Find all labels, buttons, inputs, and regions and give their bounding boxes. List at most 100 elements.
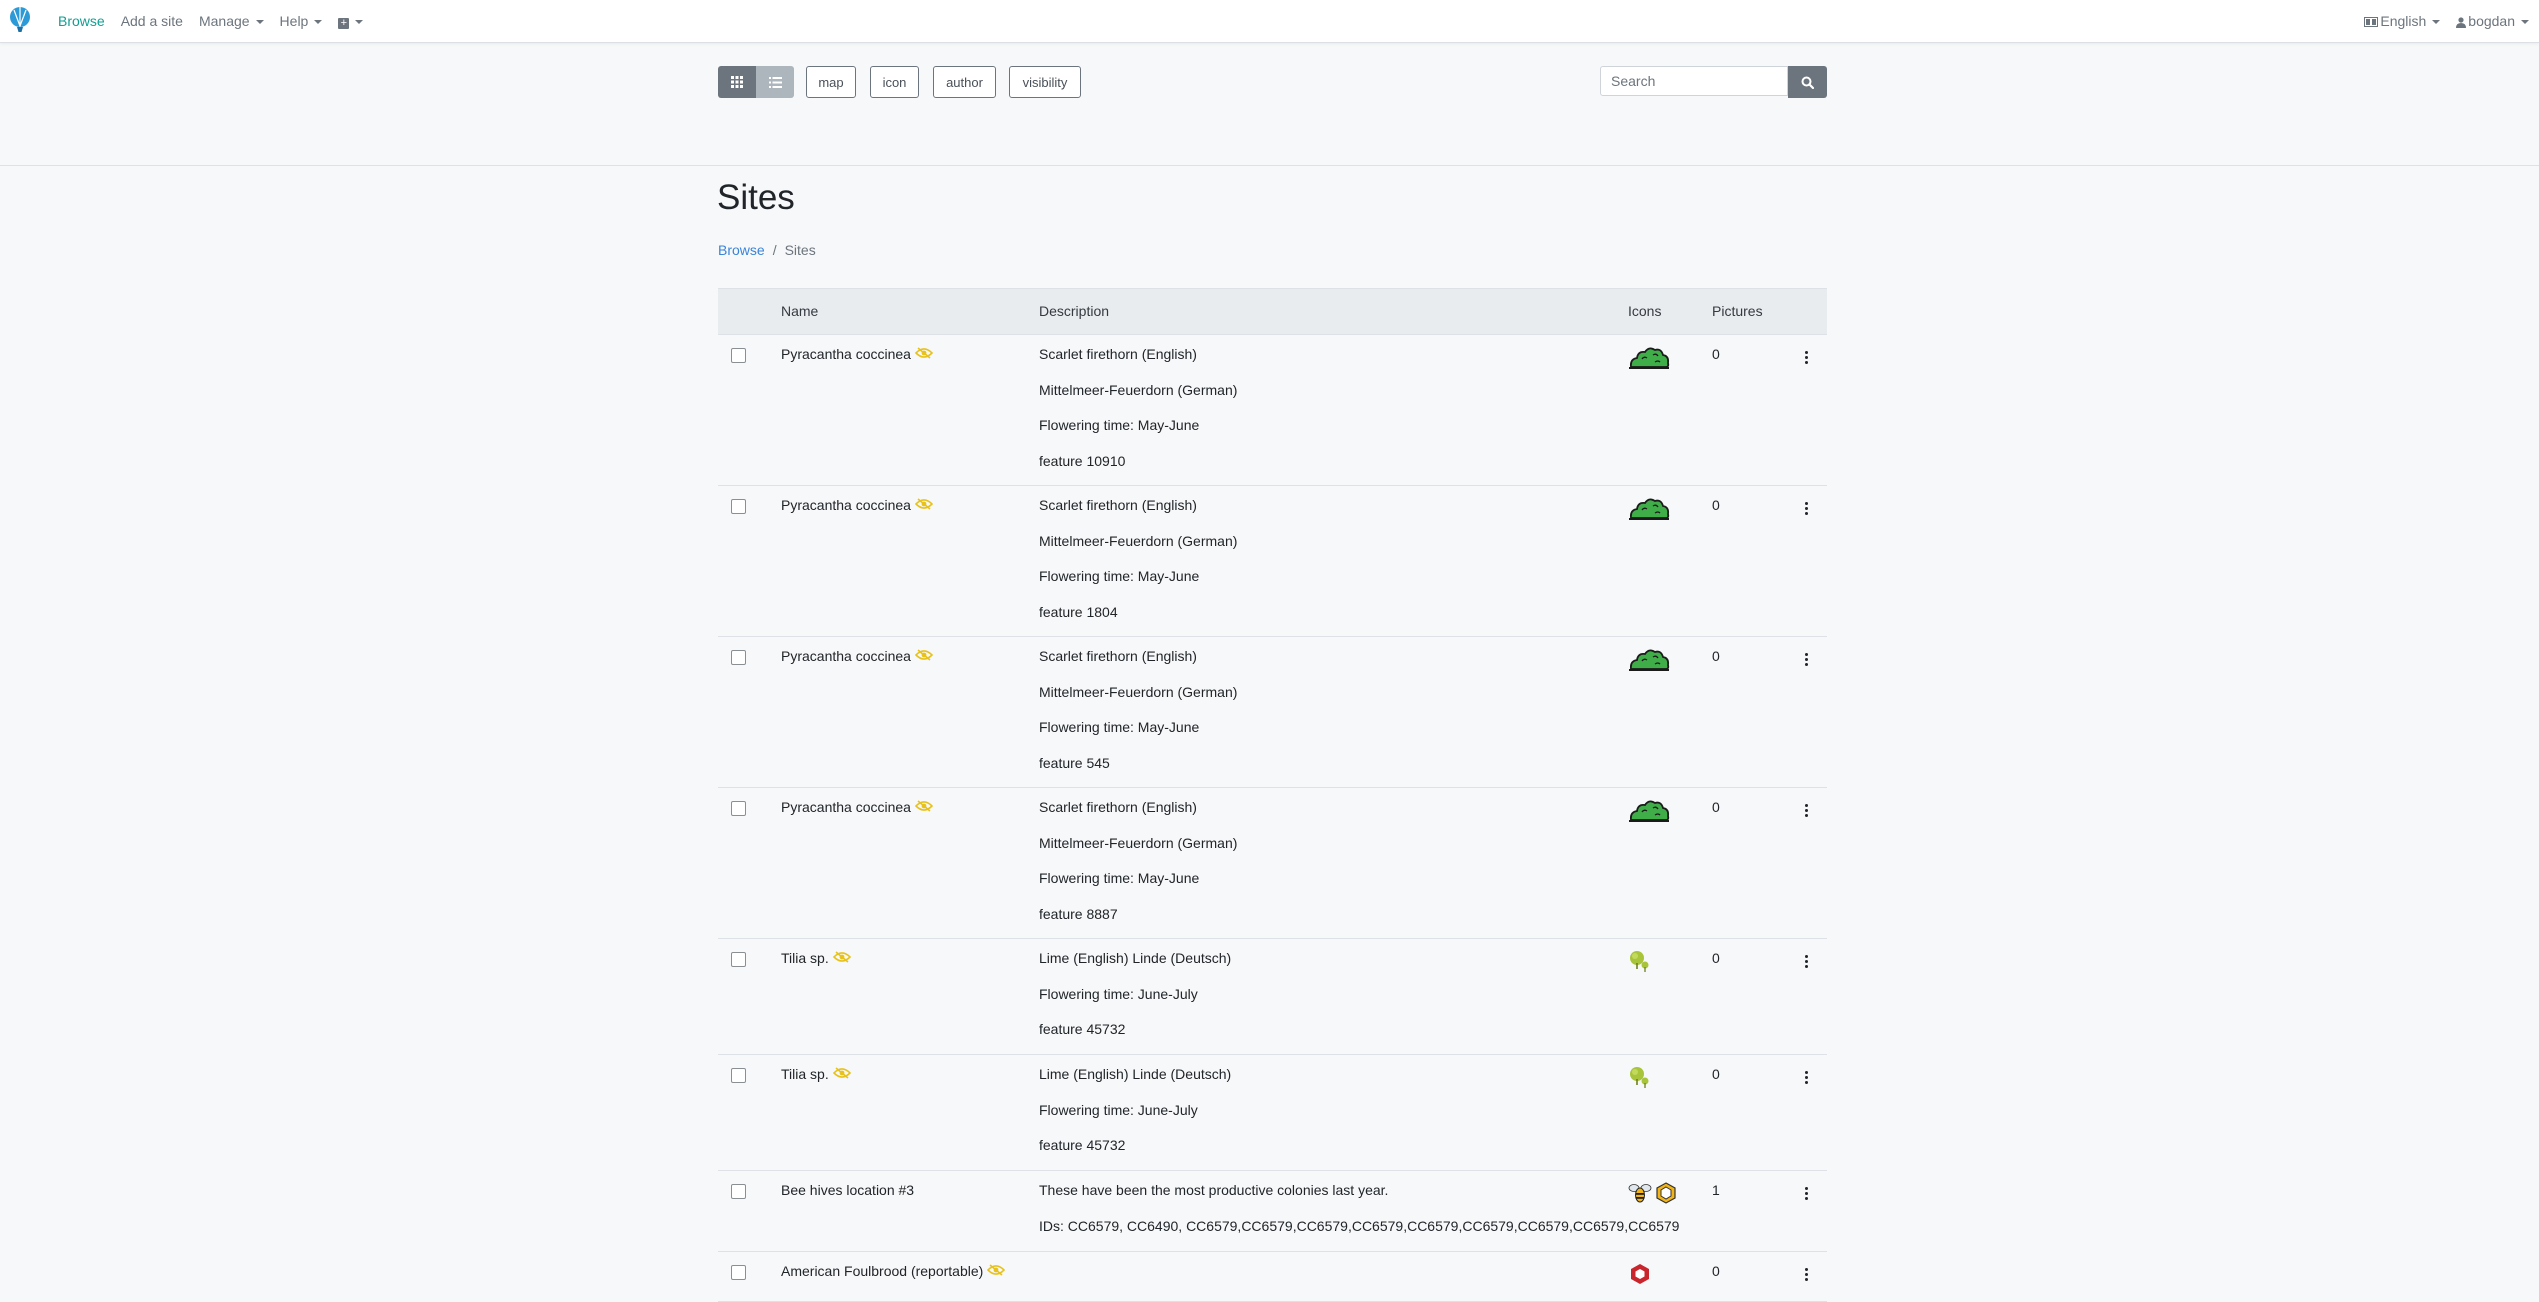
- user-icon: [2456, 17, 2467, 28]
- bush-icon: [1628, 345, 1670, 374]
- site-name-label: Tilia sp.: [781, 1066, 829, 1082]
- picture-count: 0: [1712, 799, 1720, 815]
- grid-icon: [731, 76, 743, 88]
- table-row[interactable]: Pyracantha coccinea Scarlet firethorn (En…: [718, 486, 1827, 637]
- table-row[interactable]: American Foulbrood (reportable) 0: [718, 1252, 1827, 1302]
- search-button[interactable]: [1788, 66, 1827, 98]
- row-actions-kebab-icon[interactable]: [1798, 952, 1814, 970]
- site-name[interactable]: Pyracantha coccinea: [781, 497, 933, 513]
- site-icons: [1628, 345, 1670, 374]
- description-line: Mittelmeer-Feuerdorn (German): [1039, 532, 1238, 549]
- site-description: Lime (English) Linde (Deutsch) Flowering …: [1039, 950, 1231, 1057]
- row-actions-kebab-icon[interactable]: [1798, 1184, 1814, 1202]
- row-actions-kebab-icon[interactable]: [1798, 1265, 1814, 1283]
- hidden-eye-slash-icon: [914, 346, 933, 362]
- row-select-checkbox[interactable]: [731, 801, 746, 816]
- nav-browse-link[interactable]: Browse: [58, 13, 105, 29]
- row-select-checkbox[interactable]: [731, 1184, 746, 1199]
- site-name-label: Pyracantha coccinea: [781, 497, 911, 513]
- site-name[interactable]: Pyracantha coccinea: [781, 648, 933, 664]
- description-line: Flowering time: May-June: [1039, 719, 1200, 735]
- picture-count: 0: [1712, 648, 1720, 664]
- description-line: Flowering time: June-July: [1039, 985, 1198, 1002]
- hive-icon: [1654, 1181, 1678, 1208]
- description-line: Mittelmeer-Feuerdorn (German): [1039, 683, 1238, 700]
- site-description: Lime (English) Linde (Deutsch) Flowering …: [1039, 1066, 1231, 1173]
- list-icon: [768, 76, 782, 88]
- filter-visibility-button[interactable]: visibility: [1009, 66, 1081, 98]
- site-name[interactable]: Pyracantha coccinea: [781, 346, 933, 362]
- view-toggle: [718, 66, 794, 98]
- description-line: Lime (English) Linde (Deutsch): [1039, 950, 1232, 966]
- table-row[interactable]: Tilia sp. Lime (English) Linde (Deutsch) F…: [718, 1055, 1827, 1171]
- user-dropdown[interactable]: bogdan: [2456, 13, 2529, 29]
- search-input[interactable]: [1600, 66, 1788, 96]
- filter-author-button[interactable]: author: [933, 66, 996, 98]
- row-select-checkbox[interactable]: [731, 1265, 746, 1280]
- sites-table: Name Description Icons Pictures Pyracant…: [718, 288, 1827, 1302]
- grid-view-button[interactable]: [718, 66, 756, 98]
- description-line: Mittelmeer-Feuerdorn (German): [1039, 381, 1238, 398]
- site-icons: [1628, 1262, 1652, 1289]
- site-name[interactable]: Tilia sp.: [781, 1066, 851, 1082]
- column-header-pictures: Pictures: [1712, 303, 1763, 319]
- picture-count: 0: [1712, 346, 1720, 362]
- description-line: IDs: CC6579, CC6490, CC6579,CC6579,CC657…: [1039, 1217, 1680, 1234]
- hidden-eye-slash-icon: [832, 950, 851, 966]
- row-actions-kebab-icon[interactable]: [1798, 1068, 1814, 1086]
- row-actions-kebab-icon[interactable]: [1798, 348, 1814, 366]
- site-name[interactable]: Pyracantha coccinea: [781, 799, 933, 815]
- column-header-name[interactable]: Name: [781, 303, 819, 319]
- filter-map-button[interactable]: map: [806, 66, 856, 98]
- description-line: Scarlet firethorn (English): [1039, 799, 1197, 815]
- row-select-checkbox[interactable]: [731, 650, 746, 665]
- breadcrumb-current: Sites: [784, 242, 816, 258]
- row-select-checkbox[interactable]: [731, 348, 746, 363]
- table-row[interactable]: Pyracantha coccinea Scarlet firethorn (En…: [718, 788, 1827, 939]
- description-line: feature 45732: [1039, 1021, 1126, 1037]
- nav-manage-dropdown[interactable]: Manage: [199, 13, 264, 29]
- picture-count: 0: [1712, 497, 1720, 513]
- site-name[interactable]: Bee hives location #3: [781, 1182, 914, 1198]
- column-header-description: Description: [1039, 303, 1110, 319]
- table-row[interactable]: Pyracantha coccinea Scarlet firethorn (En…: [718, 335, 1827, 486]
- site-icons: [1628, 1065, 1652, 1092]
- row-actions-kebab-icon[interactable]: [1798, 499, 1814, 517]
- hidden-eye-slash-icon: [914, 497, 933, 513]
- balloon-logo-icon[interactable]: [8, 6, 32, 34]
- site-name[interactable]: American Foulbrood (reportable): [781, 1263, 1006, 1279]
- nav-add-dropdown[interactable]: +: [338, 13, 364, 29]
- site-name-label: American Foulbrood (reportable): [781, 1263, 984, 1279]
- table-row[interactable]: Pyracantha coccinea Scarlet firethorn (En…: [718, 637, 1827, 788]
- site-icons: [1628, 949, 1652, 976]
- description-line: feature 45732: [1039, 1137, 1126, 1153]
- nav-manage-label: Manage: [198, 13, 250, 29]
- plus-square-icon: +: [338, 18, 350, 29]
- language-dropdown[interactable]: English: [2364, 13, 2441, 29]
- site-name-label: Pyracantha coccinea: [781, 799, 911, 815]
- table-row[interactable]: Bee hives location #3 These have been the…: [718, 1171, 1827, 1252]
- row-actions-kebab-icon[interactable]: [1798, 801, 1814, 819]
- hidden-eye-slash-icon: [914, 799, 933, 815]
- nav-help-label: Help: [279, 13, 309, 29]
- breadcrumb-browse-link[interactable]: Browse: [718, 242, 765, 258]
- description-line: Flowering time: June-July: [1039, 1101, 1198, 1118]
- tree-icon: [1628, 1065, 1652, 1092]
- site-name[interactable]: Tilia sp.: [781, 950, 851, 966]
- picture-count: 0: [1712, 1066, 1720, 1082]
- toolbar: [0, 43, 2539, 166]
- filter-icon-button[interactable]: icon: [870, 66, 919, 98]
- row-select-checkbox[interactable]: [731, 1068, 746, 1083]
- table-row[interactable]: Tilia sp. Lime (English) Linde (Deutsch) F…: [718, 939, 1827, 1055]
- row-select-checkbox[interactable]: [731, 499, 746, 514]
- row-select-checkbox[interactable]: [731, 952, 746, 967]
- nav-add-site-link[interactable]: Add a site: [120, 13, 183, 29]
- row-actions-kebab-icon[interactable]: [1798, 650, 1814, 668]
- site-name-label: Bee hives location #3: [781, 1182, 915, 1198]
- description-line: Scarlet firethorn (English): [1039, 648, 1197, 664]
- column-header-icons: Icons: [1628, 303, 1662, 319]
- nav-help-dropdown[interactable]: Help: [280, 13, 323, 29]
- top-navbar: Browse Add a site Manage Help + English …: [0, 0, 2539, 43]
- list-view-button[interactable]: [756, 66, 794, 98]
- description-line: Lime (English) Linde (Deutsch): [1039, 1066, 1232, 1082]
